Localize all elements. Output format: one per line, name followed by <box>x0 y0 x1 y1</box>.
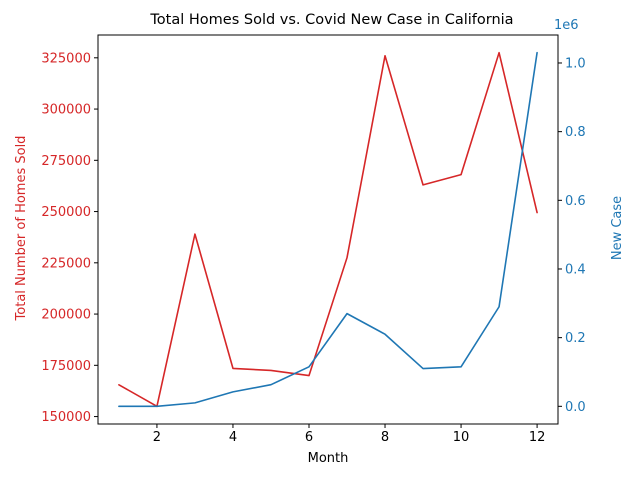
x-tick-label: 6 <box>305 430 313 445</box>
right-y-tick-label: 0.2 <box>565 331 586 346</box>
left-y-tick-label: 175000 <box>41 359 91 374</box>
x-tick-label: 4 <box>229 430 237 445</box>
right-y-axis-title: New Case <box>610 196 625 260</box>
right-y-tick-label: 0.4 <box>565 262 586 277</box>
x-tick-label: 2 <box>153 430 161 445</box>
left-y-tick-label: 275000 <box>41 154 91 169</box>
plot-frame <box>97 34 559 425</box>
left-y-tick-label: 325000 <box>41 51 91 66</box>
left-y-axis-title: Total Number of Homes Sold <box>14 136 29 322</box>
x-tick-label: 10 <box>453 430 470 445</box>
homes-sold-series-line <box>118 51 538 408</box>
left-y-tick-label: 200000 <box>41 308 91 323</box>
left-y-tick-label: 225000 <box>41 256 91 271</box>
left-y-tick-label: 150000 <box>41 410 91 425</box>
right-y-tick-label: 1.0 <box>565 56 586 71</box>
left-y-tick-label: 300000 <box>41 103 91 118</box>
left-y-tick-label: 250000 <box>41 205 91 220</box>
x-axis-title: Month <box>308 451 349 466</box>
right-axis-offset-label: 1e6 <box>554 18 579 33</box>
x-tick-label: 12 <box>529 430 546 445</box>
new-case-series-line <box>118 51 538 408</box>
right-y-tick-label: 0.0 <box>565 400 586 415</box>
x-tick-label: 8 <box>381 430 389 445</box>
right-y-tick-label: 0.6 <box>565 194 586 209</box>
chart-title: Total Homes Sold vs. Covid New Case in C… <box>149 12 513 28</box>
plot-area: 2 4 6 8 10 12 150000 175000 200000 225000 250000 27… <box>41 34 586 445</box>
right-y-tick-label: 0.8 <box>565 125 586 140</box>
